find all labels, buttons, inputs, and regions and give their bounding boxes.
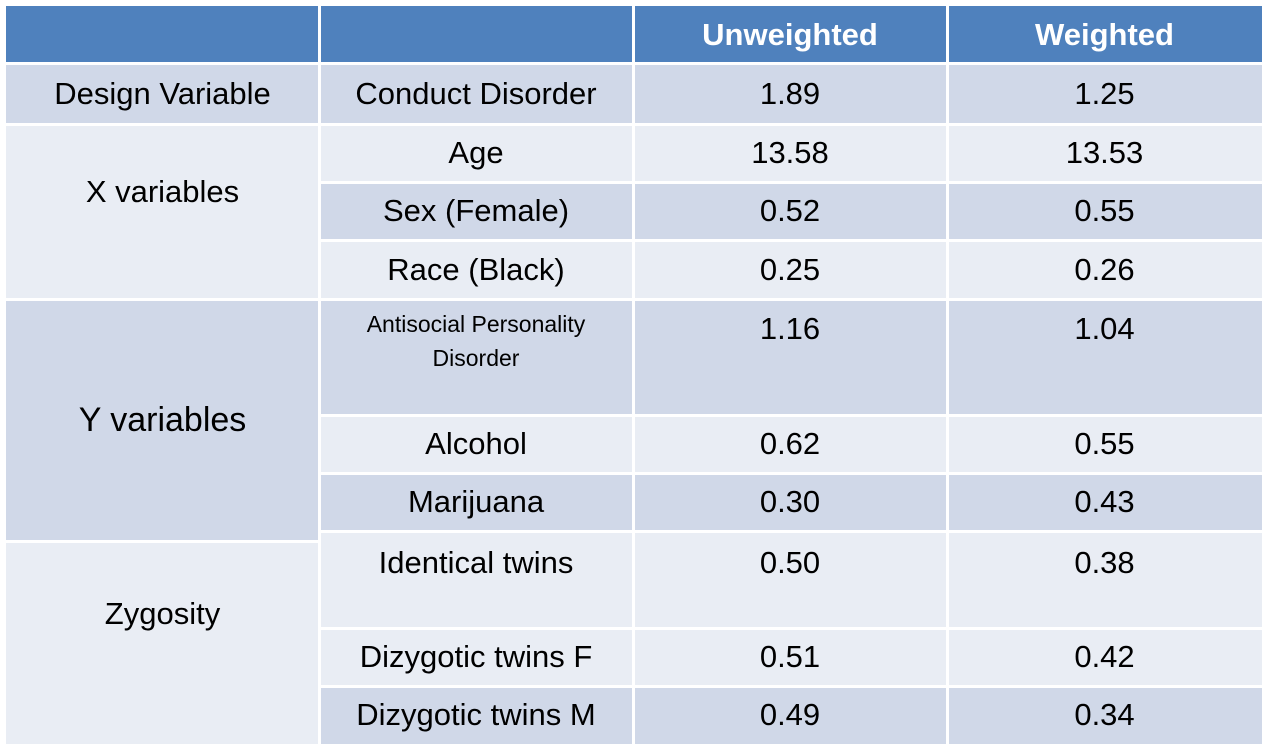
table-row-label: Race (Black)	[319, 240, 633, 299]
table-row-label: Dizygotic twins M	[319, 686, 633, 744]
table-row-label: Dizygotic twins F	[319, 628, 633, 686]
table-cell-unweighted: 1.89	[633, 63, 947, 124]
table-cell-weighted: 0.26	[947, 240, 1262, 299]
grid-line	[319, 530, 1262, 533]
table-row-label: Identical twins	[319, 531, 633, 628]
table-row-label: Conduct Disorder	[319, 63, 633, 124]
group-design-variable: Design Variable	[6, 63, 319, 124]
table-cell-weighted: 0.55	[947, 182, 1262, 240]
table-cell-unweighted: 0.30	[633, 473, 947, 531]
table-cell-weighted: 0.34	[947, 686, 1262, 744]
group-zygosity: Zygosity	[6, 541, 319, 744]
grid-line	[946, 6, 949, 744]
table-cell-unweighted: 0.25	[633, 240, 947, 299]
grid-line	[319, 181, 1262, 184]
table-cell-weighted: 0.43	[947, 473, 1262, 531]
table-cell-unweighted: 0.49	[633, 686, 947, 744]
table-row-label: Marijuana	[319, 473, 633, 531]
table-cell-unweighted: 0.52	[633, 182, 947, 240]
grid-line	[319, 239, 1262, 242]
table-cell-unweighted: 0.62	[633, 415, 947, 473]
data-table: Unweighted Weighted Design Variable X va…	[6, 6, 1262, 744]
group-x-variables: X variables	[6, 124, 319, 299]
table-cell-unweighted: 0.51	[633, 628, 947, 686]
table-cell-weighted: 0.38	[947, 531, 1262, 628]
table-row-label: Alcohol	[319, 415, 633, 473]
table-row-label: Antisocial Personality Disorder	[319, 299, 633, 415]
header-empty-2	[319, 6, 633, 63]
grid-line	[632, 6, 635, 744]
header-empty-1	[6, 6, 319, 63]
header-weighted: Weighted	[947, 6, 1262, 63]
table-cell-weighted: 0.55	[947, 415, 1262, 473]
grid-line	[6, 123, 1262, 126]
grid-line	[319, 685, 1262, 688]
table-cell-weighted: 1.25	[947, 63, 1262, 124]
grid-line	[6, 62, 1262, 65]
table-cell-weighted: 0.42	[947, 628, 1262, 686]
table-cell-unweighted: 1.16	[633, 299, 947, 415]
group-y-variables: Y variables	[6, 299, 319, 541]
grid-line	[318, 6, 321, 744]
grid-line	[6, 540, 319, 543]
grid-line	[319, 627, 1262, 630]
table-row-label: Sex (Female)	[319, 182, 633, 240]
table-cell-unweighted: 0.50	[633, 531, 947, 628]
grid-line	[319, 472, 1262, 475]
grid-line	[319, 414, 1262, 417]
table-cell-weighted: 13.53	[947, 124, 1262, 182]
header-unweighted: Unweighted	[633, 6, 947, 63]
grid-line	[6, 298, 1262, 301]
table-cell-unweighted: 13.58	[633, 124, 947, 182]
table-row-label: Age	[319, 124, 633, 182]
table-cell-weighted: 1.04	[947, 299, 1262, 415]
